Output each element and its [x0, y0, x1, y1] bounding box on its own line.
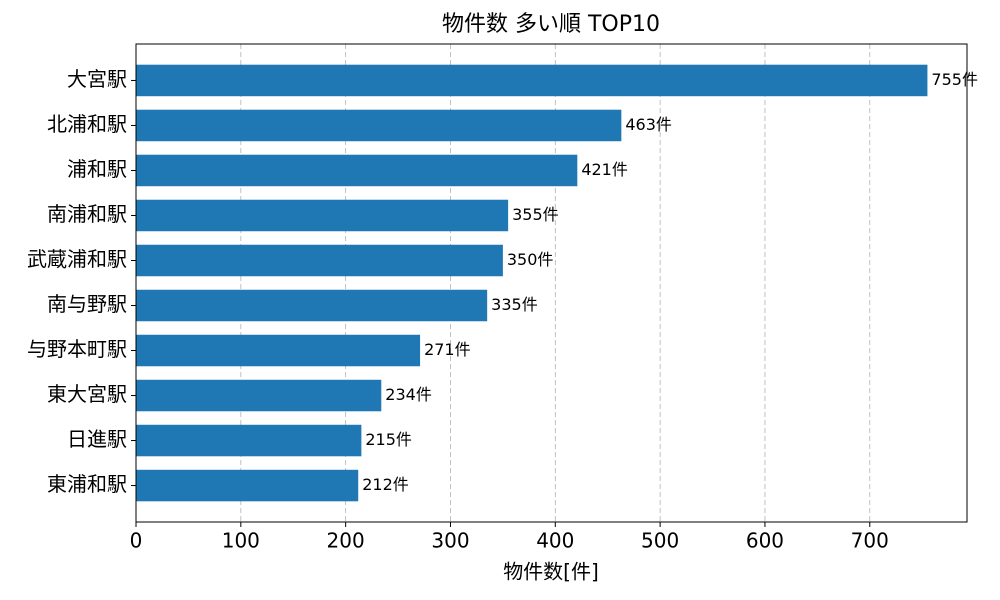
value-label: 463件: [625, 115, 672, 134]
x-tick-label: 300: [431, 529, 469, 553]
y-tick-label: 東大宮駅: [47, 382, 127, 406]
value-label: 355件: [512, 205, 559, 224]
x-axis-label: 物件数[件]: [503, 560, 599, 584]
y-tick-label: 与野本町駅: [27, 337, 127, 361]
plot-frame: [135, 43, 968, 523]
x-tick-label: 100: [222, 529, 260, 553]
y-tick-label: 東浦和駅: [47, 472, 127, 496]
y-tick-label: 大宮駅: [67, 67, 127, 91]
y-tick-label: 北浦和駅: [47, 112, 127, 136]
value-label: 755件: [931, 70, 978, 89]
value-label: 421件: [581, 160, 628, 179]
value-label: 215件: [365, 430, 412, 449]
value-label: 271件: [424, 340, 471, 359]
value-label: 212件: [362, 475, 409, 494]
value-label: 350件: [507, 250, 554, 269]
x-tick-label: 600: [746, 529, 784, 553]
value-label: 335件: [491, 295, 538, 314]
x-tick-label: 700: [851, 529, 889, 553]
x-tick-label: 0: [130, 529, 143, 553]
bar: [136, 334, 421, 367]
bar: [136, 289, 488, 322]
x-tick-label: 500: [641, 529, 679, 553]
bar: [136, 379, 382, 412]
y-tick-label: 浦和駅: [67, 157, 127, 181]
bar: [136, 109, 622, 142]
chart-title: 物件数 多い順 TOP10: [442, 12, 660, 37]
value-label: 234件: [385, 385, 432, 404]
x-tick-label: 200: [327, 529, 365, 553]
x-tick-label: 400: [536, 529, 574, 553]
y-tick-label: 武蔵浦和駅: [27, 247, 127, 271]
bar: [136, 244, 503, 277]
bar: [136, 64, 928, 97]
y-tick-label: 南浦和駅: [47, 202, 127, 226]
y-tick-label: 日進駅: [67, 427, 127, 451]
bar: [136, 469, 359, 502]
bar: [136, 199, 509, 232]
y-tick-label: 南与野駅: [47, 292, 127, 316]
bar: [136, 154, 578, 187]
bar: [136, 424, 362, 457]
